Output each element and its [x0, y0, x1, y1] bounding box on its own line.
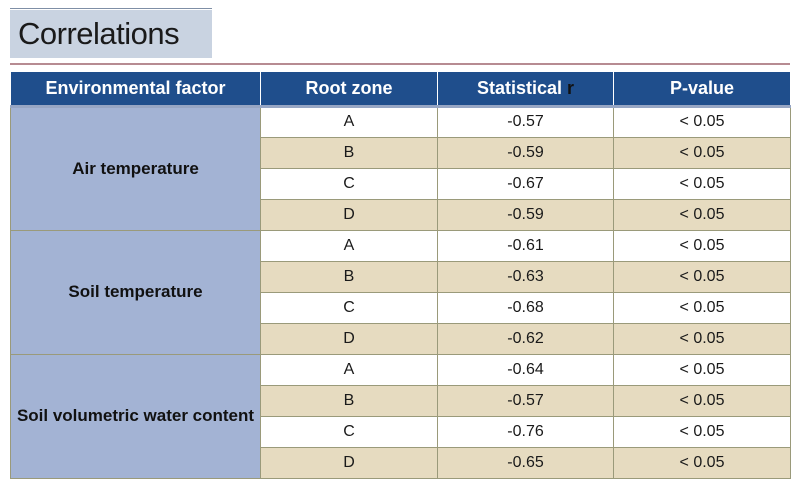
r-value-cell: -0.57	[437, 105, 614, 138]
page-title: Correlations	[18, 16, 180, 51]
r-value-cell: -0.57	[437, 384, 614, 417]
r-value-cell: -0.67	[437, 167, 614, 200]
p-value-cell: < 0.05	[613, 260, 791, 293]
table-header-row: Environmental factor Root zone Statistic…	[10, 72, 791, 108]
header-statistical-r: Statistical r	[437, 72, 614, 108]
r-value-cell: -0.64	[437, 353, 614, 386]
table-body: Air temperature A -0.57 < 0.05 B -0.59 <…	[10, 105, 791, 479]
correlations-table: Environmental factor Root zone Statistic…	[10, 72, 791, 479]
table-row: B -0.59 < 0.05	[11, 136, 791, 169]
p-value-cell: < 0.05	[613, 105, 791, 138]
root-zone-cell: A	[260, 105, 438, 138]
header-environmental-factor: Environmental factor	[10, 72, 261, 108]
p-value-cell: < 0.05	[613, 229, 791, 262]
table-row: D -0.65 < 0.05	[11, 446, 791, 479]
header-p-value: P-value	[613, 72, 791, 108]
table-row: D -0.62 < 0.05	[11, 322, 791, 355]
p-value-cell: < 0.05	[613, 353, 791, 386]
r-value-cell: -0.68	[437, 291, 614, 324]
root-zone-cell: B	[260, 384, 438, 417]
table-row: C -0.67 < 0.05	[11, 167, 791, 200]
p-value-cell: < 0.05	[613, 167, 791, 200]
r-value-cell: -0.59	[437, 136, 614, 169]
table-row: Soil temperature A -0.61 < 0.05	[10, 229, 791, 355]
root-zone-cell: A	[260, 353, 438, 386]
table-row: B -0.63 < 0.05	[11, 260, 791, 293]
r-value-cell: -0.61	[437, 229, 614, 262]
p-value-cell: < 0.05	[613, 384, 791, 417]
title-top-rule	[10, 8, 212, 9]
p-value-cell: < 0.05	[613, 322, 791, 355]
table-row: C -0.76 < 0.05	[11, 415, 791, 448]
p-value-cell: < 0.05	[613, 291, 791, 324]
r-value-cell: -0.62	[437, 322, 614, 355]
r-value-cell: -0.65	[437, 446, 614, 479]
p-value-cell: < 0.05	[613, 198, 791, 231]
header-label: Environmental factor	[45, 77, 226, 98]
factor-cell: Soil temperature	[10, 229, 261, 355]
factor-cell: Air temperature	[10, 105, 261, 231]
r-value-cell: -0.59	[437, 198, 614, 231]
root-zone-cell: C	[260, 291, 438, 324]
p-value-cell: < 0.05	[613, 136, 791, 169]
root-zone-cell: B	[260, 136, 438, 169]
table-row: D -0.59 < 0.05	[11, 198, 791, 231]
root-zone-cell: A	[260, 229, 438, 262]
r-value-cell: -0.76	[437, 415, 614, 448]
header-label: Root zone	[305, 77, 393, 98]
factor-cell: Soil volumetric water content	[10, 353, 261, 479]
header-r-symbol: r	[567, 77, 575, 98]
root-zone-cell: B	[260, 260, 438, 293]
header-label: P-value	[669, 77, 735, 98]
root-zone-cell: D	[260, 322, 438, 355]
header-label: Statistical	[476, 77, 562, 98]
table-row: B -0.57 < 0.05	[11, 384, 791, 417]
table-row: Air temperature A -0.57 < 0.05	[10, 105, 791, 231]
section-divider	[10, 63, 790, 65]
title-box: Correlations	[10, 10, 212, 58]
p-value-cell: < 0.05	[613, 446, 791, 479]
r-value-cell: -0.63	[437, 260, 614, 293]
root-zone-cell: C	[260, 415, 438, 448]
p-value-cell: < 0.05	[613, 415, 791, 448]
table-row: Soil volumetric water content A -0.64 < …	[10, 353, 791, 479]
header-root-zone: Root zone	[260, 72, 438, 108]
root-zone-cell: D	[260, 446, 438, 479]
root-zone-cell: C	[260, 167, 438, 200]
root-zone-cell: D	[260, 198, 438, 231]
